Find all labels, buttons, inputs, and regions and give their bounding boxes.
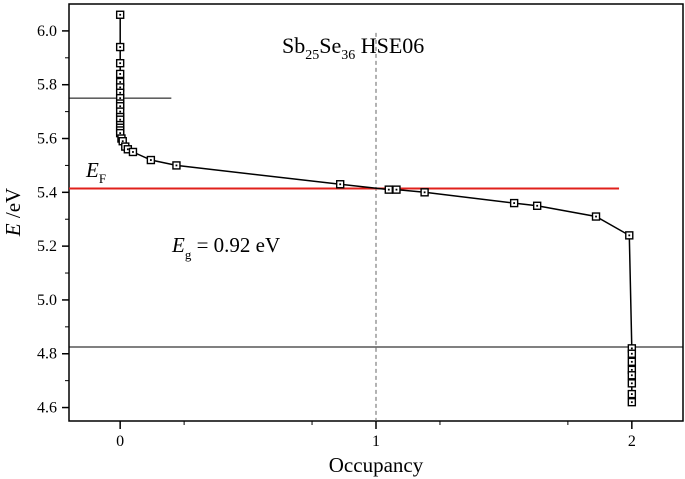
x-tick-label: 0 [116,433,124,450]
y-axis-title: E /eV [1,188,25,237]
band-gap-value: = 0.92 eV [191,233,280,257]
fermi-level-subscript: F [99,171,106,186]
y-tick-label: 5.2 [37,238,57,255]
band-gap-subscript: g [185,247,192,262]
y-tick-label: 4.6 [37,400,57,417]
data-point-dot [119,86,122,89]
series-occupancy [115,10,637,407]
data-point-dot [119,81,122,83]
band-gap-variable: E [171,233,185,257]
data-point-dot [132,151,134,153]
data-point-dot [630,360,633,363]
data-point-dot [630,347,633,350]
compound-subscript-sb: 25 [305,48,319,63]
data-point-dot [119,118,122,121]
data-point-dot [630,374,633,377]
data-point-dot [175,164,178,167]
data-point-dot [630,393,633,395]
data-point-dot [126,148,129,151]
data-point-dot [119,97,122,100]
band-gap-label: Eg = 0.92 eV [171,233,280,262]
y-tick-label: 4.8 [37,346,57,363]
data-point-dot [119,73,122,75]
x-tick-label: 2 [628,433,636,450]
data-point-dot [119,91,122,94]
data-point-dot [339,183,342,186]
y-tick-label: 5.4 [37,184,57,201]
data-point-dot [121,140,124,143]
x-tick-label: 1 [372,433,380,450]
data-point-dot [387,188,390,191]
data-point-dot [119,132,122,135]
data-point-dot [628,234,631,237]
y-tick-label: 5.6 [37,131,57,148]
data-point-dot [630,352,633,355]
compound-label: Sb25Se36 HSE06 [282,33,424,63]
data-point-dot [119,110,122,113]
compound-element-sb: Sb [282,33,305,58]
data-point-dot [119,46,122,48]
data-point-dot [513,202,516,204]
data-point-dot [119,62,122,65]
x-axis-title: Occupancy [329,453,424,477]
y-tick-label: 6.0 [37,23,57,40]
fermi-level-variable: E [85,158,99,182]
y-axis-title-unit: /eV [1,188,25,224]
compound-method: HSE06 [355,33,424,58]
y-tick-label: 5.0 [37,292,57,309]
data-point-dot [536,204,539,207]
y-axis-title-variable: E [1,223,25,237]
data-point-dot [119,105,122,108]
data-point-dot [595,215,597,218]
compound-subscript-se: 36 [341,48,355,63]
y-axis-ticks: 4.6 4.8 5.0 5.2 5.4 5.6 5.8 6.0 [37,23,69,417]
data-point-dot [119,13,122,16]
data-point-dot [149,159,152,161]
data-point-dot [630,368,633,371]
data-point-dot [630,382,633,385]
data-point-dot [423,191,426,194]
fermi-level-label: EF [85,158,106,186]
compound-element-se: Se [319,33,341,58]
x-axis-ticks: 0 1 2 [116,421,636,450]
data-point-dot [630,401,633,404]
y-tick-label: 5.8 [37,77,57,94]
data-point-dot [395,188,398,191]
